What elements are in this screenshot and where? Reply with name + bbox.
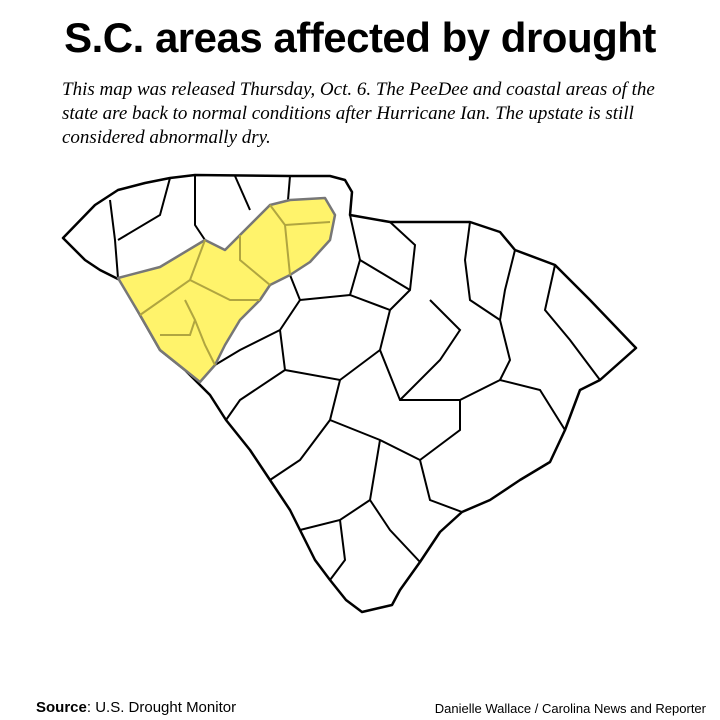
credit-line: Danielle Wallace / Carolina News and Rep… [434,701,706,716]
county-lines [109,175,601,581]
source-value: : U.S. Drought Monitor [86,699,237,716]
source-label: Source [36,699,87,716]
source-note: Source: U.S. Drought Monitor [36,699,236,716]
map-subtitle: This map was released Thursday, Oct. 6. … [62,79,655,148]
dry-county-lines [139,204,331,366]
state-outline [61,173,638,614]
map-title: S.C. areas affected by drought [64,14,656,61]
